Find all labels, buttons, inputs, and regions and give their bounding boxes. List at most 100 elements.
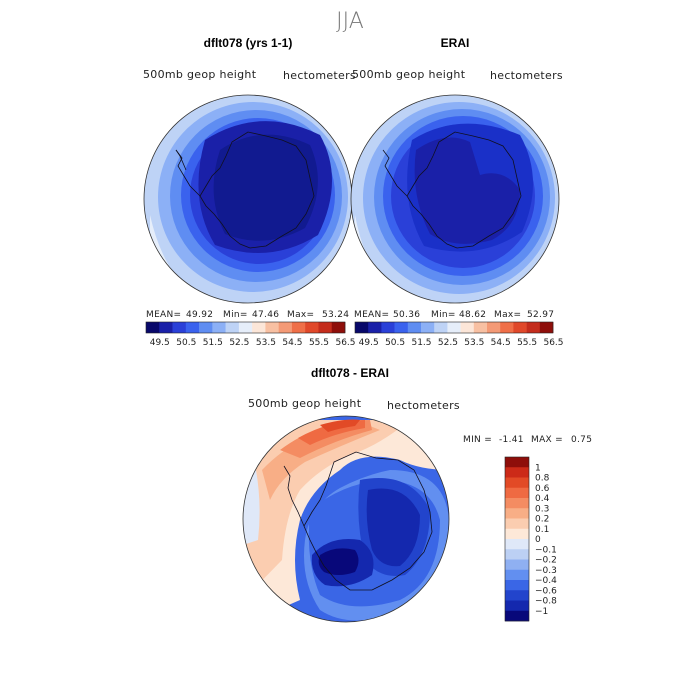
colorbar-swatch — [505, 508, 529, 519]
colorbar-swatch — [434, 322, 448, 333]
colorbar-tick-label: 53.5 — [256, 338, 276, 348]
panel-obs-variable: 500mb geop height — [352, 68, 466, 81]
colorbar-swatch — [505, 569, 529, 581]
colorbar-tick-label: −0.2 — [535, 556, 557, 566]
colorbar-swatch — [447, 322, 461, 333]
colorbar-swatch — [238, 322, 253, 333]
colorbar-swatch — [505, 518, 529, 530]
colorbar-swatch — [500, 322, 514, 333]
panel-model-colorbar: 49.5 50.5 51.5 52.5 53.5 54.5 55.5 56.5 — [145, 321, 356, 348]
panel-obs-max-label: Max= — [494, 310, 521, 320]
panel-diff: dflt078 - ERAI 500mb geop height hectome… — [242, 366, 592, 623]
panel-model-map — [144, 95, 352, 303]
panel-diff-variable: 500mb geop height — [248, 397, 362, 410]
colorbar-swatch — [487, 322, 501, 333]
panel-model-max: 53.24 — [322, 310, 349, 320]
colorbar-swatch — [505, 600, 529, 612]
colorbar-swatch — [252, 322, 266, 333]
colorbar-tick-label: −1 — [535, 607, 548, 617]
panel-diff-min: -1.41 — [499, 435, 524, 445]
colorbar-tick-label: 56.5 — [335, 338, 355, 348]
colorbar-swatch — [394, 322, 409, 333]
panel-model-units: hectometers — [283, 69, 356, 82]
colorbar-tick-label: −0.3 — [535, 566, 557, 576]
colorbar-swatch — [318, 322, 333, 333]
panel-diff-title: dflt078 - ERAI — [311, 366, 389, 380]
panel-model-variable: 500mb geop height — [143, 68, 257, 81]
colorbar-tick-label: −0.6 — [535, 586, 557, 596]
colorbar-tick-label: −0.8 — [535, 597, 557, 607]
colorbar-tick-label: 50.5 — [385, 338, 405, 348]
colorbar-swatch — [305, 322, 319, 333]
colorbar-swatch — [381, 322, 395, 333]
panel-diff-units: hectometers — [387, 399, 460, 412]
panel-obs-map — [351, 95, 559, 303]
colorbar-tick-label: 0.8 — [535, 474, 550, 484]
colorbar-tick-label: 0.6 — [535, 484, 550, 494]
colorbar-swatch — [505, 590, 529, 601]
panel-obs: ERAI 500mb geop height hectometers MEAN=… — [350, 36, 564, 348]
colorbar-tick-label: 55.5 — [309, 338, 329, 348]
colorbar-swatch — [505, 457, 529, 468]
panel-obs-mean: 50.36 — [393, 310, 420, 320]
panel-model-max-label: Max= — [287, 310, 314, 320]
colorbar-swatch — [505, 610, 529, 622]
colorbar-swatch — [146, 322, 160, 333]
colorbar-swatch — [505, 528, 529, 540]
colorbar-swatch — [185, 322, 200, 333]
colorbar-swatch — [265, 322, 279, 333]
colorbar-swatch — [368, 322, 382, 333]
colorbar-swatch — [199, 322, 213, 333]
colorbar-tick-label: 0.2 — [535, 515, 549, 525]
colorbar-tick-label: 0.1 — [535, 525, 549, 535]
colorbar-swatch — [526, 322, 541, 333]
panel-model-mean-label: MEAN= — [146, 310, 181, 320]
panel-obs-min: 48.62 — [459, 310, 486, 320]
colorbar-tick-label: 51.5 — [203, 338, 223, 348]
colorbar-tick-label: 52.5 — [229, 338, 249, 348]
panel-diff-map — [243, 416, 449, 622]
colorbar-swatch — [212, 322, 226, 333]
colorbar-tick-label: −0.4 — [535, 576, 557, 586]
colorbar-swatch — [505, 487, 529, 499]
colorbar-swatch — [473, 322, 488, 333]
colorbar-tick-label: 55.5 — [517, 338, 537, 348]
colorbar-frame — [504, 456, 530, 622]
colorbar-swatch — [505, 549, 529, 560]
colorbar-tick-label: 1 — [535, 463, 541, 473]
colorbar-swatch — [505, 539, 529, 550]
panel-obs-max: 52.97 — [527, 310, 554, 320]
colorbar-tick-label: 50.5 — [176, 338, 196, 348]
colorbar-swatch — [291, 322, 306, 333]
panel-model-mean: 49.92 — [186, 310, 213, 320]
colorbar-swatch — [331, 322, 346, 333]
figure-title: JJA — [336, 9, 364, 34]
colorbar-swatch — [505, 580, 529, 591]
colorbar-swatch — [407, 322, 422, 333]
panel-obs-title: ERAI — [441, 36, 470, 50]
panel-obs-mean-label: MEAN= — [354, 310, 389, 320]
colorbar-swatch — [505, 498, 529, 509]
panel-diff-min-label: MIN = — [463, 435, 492, 445]
colorbar-frame — [354, 321, 554, 334]
panel-obs-colorbar: 49.5 50.5 51.5 52.5 53.5 54.5 55.5 56.5 — [354, 321, 564, 348]
colorbar-frame — [145, 321, 346, 334]
colorbar-tick-label: 0.3 — [535, 504, 549, 514]
colorbar-swatch — [505, 467, 529, 478]
colorbar-swatch — [225, 322, 240, 333]
panel-diff-colorbar: 10.80.60.40.30.20.10−0.1−0.2−0.3−0.4−0.6… — [504, 456, 557, 622]
panel-model-min: 47.46 — [252, 310, 279, 320]
colorbar-swatch — [172, 322, 187, 333]
colorbar-swatch — [513, 322, 527, 333]
panel-obs-units: hectometers — [490, 69, 563, 82]
panel-model: dflt078 (yrs 1-1) 500mb geop height hect… — [143, 36, 356, 348]
colorbar-swatch — [460, 322, 475, 333]
colorbar-tick-label: 52.5 — [438, 338, 458, 348]
colorbar-swatch — [505, 477, 529, 489]
panel-obs-min-label: Min= — [431, 310, 456, 320]
colorbar-swatch — [278, 322, 293, 333]
colorbar-tick-label: 54.5 — [282, 338, 302, 348]
colorbar-tick-label: 56.5 — [543, 338, 563, 348]
colorbar-tick-label: 54.5 — [491, 338, 511, 348]
